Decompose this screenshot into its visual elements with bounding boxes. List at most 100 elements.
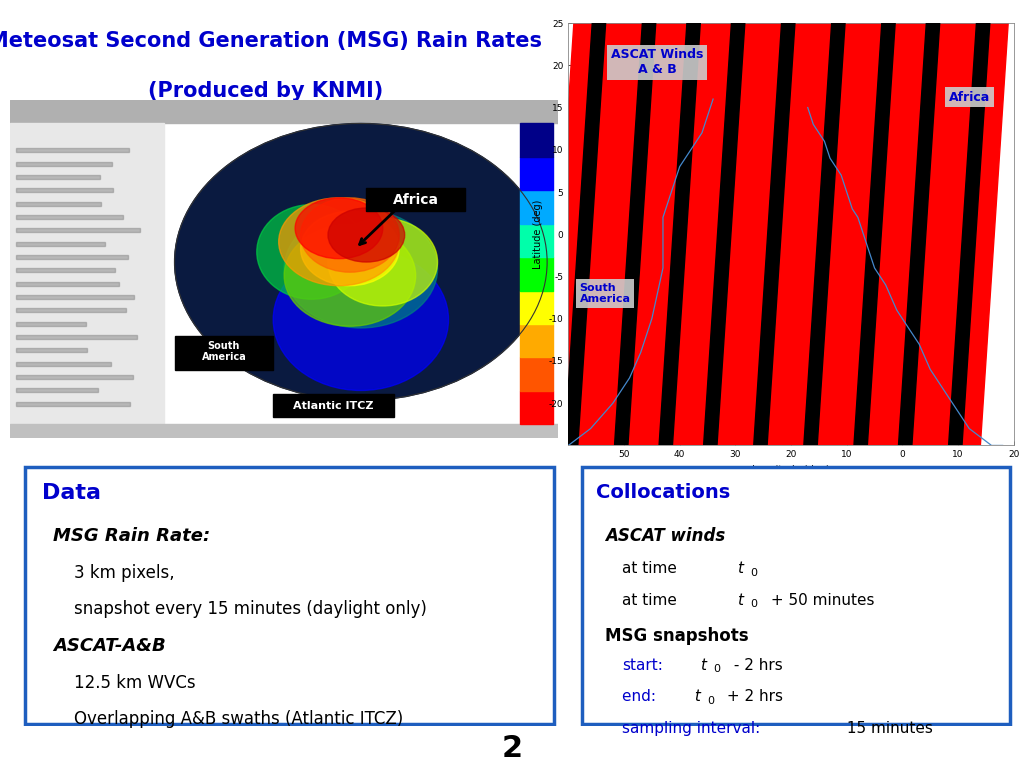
Text: + 2 hrs: + 2 hrs <box>722 689 783 704</box>
Text: South
America: South America <box>580 283 631 304</box>
Text: Overlapping A&B swaths (Atlantic ITCZ): Overlapping A&B swaths (Atlantic ITCZ) <box>75 710 403 728</box>
Bar <box>10 100 558 124</box>
Text: Africa: Africa <box>948 91 990 104</box>
Text: 0: 0 <box>707 696 714 706</box>
Ellipse shape <box>295 198 383 259</box>
Bar <box>15 282 140 286</box>
Bar <box>15 402 109 406</box>
Text: - 2 hrs: - 2 hrs <box>729 658 782 673</box>
Text: 0: 0 <box>751 568 758 578</box>
Text: + 50 minutes: + 50 minutes <box>766 593 874 607</box>
Text: t: t <box>689 689 700 704</box>
Bar <box>520 391 553 424</box>
Polygon shape <box>641 23 719 445</box>
Ellipse shape <box>174 124 547 401</box>
Text: 3 km pixels,: 3 km pixels, <box>75 564 175 582</box>
Text: 2: 2 <box>502 734 522 763</box>
Ellipse shape <box>328 208 404 262</box>
Polygon shape <box>614 23 655 445</box>
Polygon shape <box>854 23 895 445</box>
X-axis label: Longitude (deg): Longitude (deg) <box>753 465 829 475</box>
Polygon shape <box>948 23 990 445</box>
Ellipse shape <box>279 198 399 286</box>
Bar <box>15 362 141 366</box>
Polygon shape <box>659 23 700 445</box>
Bar <box>10 424 558 438</box>
Polygon shape <box>930 23 1009 445</box>
Polygon shape <box>898 23 940 445</box>
Text: snapshot every 15 minutes (daylight only): snapshot every 15 minutes (daylight only… <box>75 601 427 618</box>
Bar <box>15 228 102 232</box>
Text: Meteosat Second Generation (MSG) Rain Rates: Meteosat Second Generation (MSG) Rain Ra… <box>0 31 543 51</box>
Text: 0: 0 <box>751 599 758 609</box>
Bar <box>520 190 553 223</box>
Ellipse shape <box>301 198 399 272</box>
Bar <box>520 124 553 157</box>
Text: at time: at time <box>622 561 682 576</box>
Text: South
America: South America <box>202 341 247 362</box>
FancyBboxPatch shape <box>582 467 1011 723</box>
Polygon shape <box>546 23 624 445</box>
Bar <box>15 215 137 219</box>
Y-axis label: Latitude (deg): Latitude (deg) <box>534 200 543 269</box>
Text: t: t <box>700 658 707 673</box>
Text: (Produced by KNMI): (Produced by KNMI) <box>147 81 383 101</box>
Polygon shape <box>735 23 813 445</box>
Text: ASCAT Winds
A & B: ASCAT Winds A & B <box>611 48 703 76</box>
Bar <box>520 157 553 190</box>
Text: Atlantic ITCZ: Atlantic ITCZ <box>293 401 374 411</box>
Bar <box>520 257 553 290</box>
Bar <box>15 175 117 179</box>
Text: 15 minutes: 15 minutes <box>842 720 933 736</box>
Text: t: t <box>737 561 743 576</box>
Bar <box>10 124 164 438</box>
Ellipse shape <box>257 204 367 300</box>
Polygon shape <box>754 23 795 445</box>
Bar <box>15 348 129 353</box>
Bar <box>273 394 394 418</box>
Polygon shape <box>685 23 763 445</box>
Bar <box>15 389 105 392</box>
Bar <box>520 324 553 357</box>
Bar <box>15 148 126 152</box>
Bar <box>15 335 125 339</box>
Ellipse shape <box>273 249 449 390</box>
Text: MSG Rain Rate:: MSG Rain Rate: <box>53 528 210 545</box>
Bar <box>15 161 144 166</box>
Bar <box>520 223 553 257</box>
Text: sampling interval:: sampling interval: <box>622 720 761 736</box>
Text: Data: Data <box>42 483 101 503</box>
Text: MSG snapshots: MSG snapshots <box>604 627 749 644</box>
Text: Africa: Africa <box>392 193 438 207</box>
Bar <box>15 322 138 326</box>
Polygon shape <box>785 23 863 445</box>
Polygon shape <box>880 23 958 445</box>
Bar <box>520 290 553 324</box>
Text: ASCAT winds: ASCAT winds <box>604 528 725 545</box>
Bar <box>367 187 465 211</box>
Polygon shape <box>564 23 605 445</box>
Polygon shape <box>596 23 674 445</box>
Bar <box>15 295 99 299</box>
Bar <box>15 201 89 206</box>
Ellipse shape <box>284 225 416 326</box>
Bar <box>174 336 273 370</box>
Bar <box>15 241 86 246</box>
Bar <box>15 375 112 379</box>
Polygon shape <box>703 23 744 445</box>
Text: Collocations: Collocations <box>596 483 730 502</box>
Polygon shape <box>836 23 913 445</box>
Text: t: t <box>737 593 743 607</box>
Text: at time: at time <box>622 593 682 607</box>
FancyBboxPatch shape <box>25 467 554 723</box>
Polygon shape <box>804 23 845 445</box>
Ellipse shape <box>328 218 437 306</box>
Bar <box>15 188 125 192</box>
Text: 12.5 km WVCs: 12.5 km WVCs <box>75 674 196 691</box>
Bar <box>15 308 113 313</box>
Bar <box>520 357 553 391</box>
Text: end:: end: <box>622 689 660 704</box>
Ellipse shape <box>285 210 437 328</box>
Text: ASCAT-A&B: ASCAT-A&B <box>53 637 166 655</box>
Bar <box>15 268 102 273</box>
